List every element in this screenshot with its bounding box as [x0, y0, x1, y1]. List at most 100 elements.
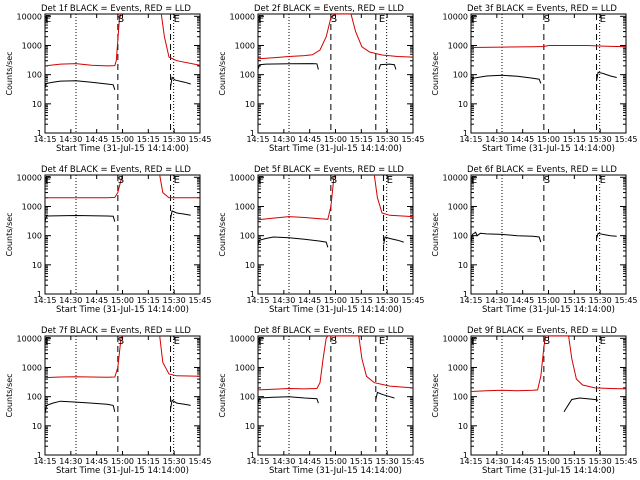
y-tick-label: 1000: [448, 202, 468, 211]
events-series-line: [258, 236, 329, 248]
y-tick-label: 100: [240, 232, 255, 241]
chart-title: Det 2f BLACK = Events, RED = LLD: [254, 4, 404, 14]
y-tick-label: 1000: [448, 41, 468, 50]
x-tick-label: 14:45: [298, 457, 321, 466]
lld-series-line: [159, 336, 200, 377]
segment-marker-label: S: [331, 175, 337, 186]
x-tick-label: 15:30: [163, 135, 186, 144]
y-tick-label: 1: [37, 290, 42, 299]
lld-series-line: [45, 175, 123, 199]
y-tick-label: 1: [463, 451, 468, 460]
x-tick-label: 14:45: [85, 135, 108, 144]
x-tick-label: 14:30: [485, 296, 508, 305]
x-tick-label: 15:00: [324, 457, 347, 466]
events-series-line: [378, 63, 397, 70]
segment-marker-label: E: [387, 175, 393, 186]
x-tick-label: 14:30: [272, 135, 295, 144]
segment-marker-label: S: [118, 175, 124, 186]
plot-frame: [257, 335, 414, 456]
x-tick-label: 15:30: [589, 296, 612, 305]
segment-marker-label: E: [600, 175, 606, 186]
y-tick-label: 10: [245, 422, 255, 431]
x-tick-label: 14:15: [246, 296, 269, 305]
events-series-line: [170, 76, 191, 87]
y-tick-label: 1: [463, 129, 468, 138]
y-axis-label: Counts/sec: [5, 212, 14, 256]
plot-frame: [44, 174, 201, 295]
x-tick-label: 14:15: [246, 135, 269, 144]
x-tick-label: 15:00: [537, 457, 560, 466]
events-series-line: [45, 400, 116, 415]
segment-marker-label: S: [331, 336, 337, 347]
x-tick-label: 15:00: [324, 135, 347, 144]
x-tick-label: 14:15: [33, 135, 56, 144]
chart-panel-5: 14:15 14:30 14:45 15:00 15:15 15:30 15:45 1 10 10…: [218, 165, 425, 315]
segment-marker-label: E: [174, 14, 180, 25]
y-tick-label: 10000: [443, 12, 468, 21]
x-tick-label: 15:15: [350, 457, 373, 466]
x-tick-label: 14:45: [511, 457, 534, 466]
y-tick-label: 10: [458, 261, 468, 270]
x-tick-label: 14:15: [459, 457, 482, 466]
x-axis-label: Start Time (31-Jul-15 14:14:00): [269, 144, 402, 154]
segment-marker-label: E: [174, 175, 180, 186]
x-tick-label: 15:45: [614, 457, 637, 466]
events-series-line: [258, 63, 319, 70]
y-tick-label: 1000: [235, 363, 255, 372]
lld-series-line: [45, 14, 122, 67]
x-tick-label: 15:45: [401, 296, 424, 305]
events-series-line: [45, 80, 116, 91]
x-tick-label: 15:00: [111, 457, 134, 466]
segment-marker-label: E: [258, 175, 264, 186]
y-tick-label: 10: [458, 100, 468, 109]
x-axis-label: Start Time (31-Jul-15 14:14:00): [56, 466, 189, 476]
plot-frame: [257, 13, 414, 134]
events-series-line: [596, 71, 617, 82]
y-tick-label: 1: [250, 129, 255, 138]
x-tick-label: 14:15: [33, 296, 56, 305]
chart-panel-3: 14:15 14:30 14:45 15:00 15:15 15:30 15:45 1 10 10…: [431, 4, 638, 154]
x-tick-label: 14:30: [272, 296, 295, 305]
x-tick-label: 15:00: [537, 296, 560, 305]
y-tick-label: 1000: [448, 363, 468, 372]
y-tick-label: 10000: [443, 334, 468, 343]
x-tick-label: 15:30: [163, 457, 186, 466]
y-tick-label: 100: [453, 393, 468, 402]
segment-marker-label: S: [544, 336, 550, 347]
y-axis-label: Counts/sec: [431, 373, 440, 417]
chart-panel-6: 14:15 14:30 14:45 15:00 15:15 15:30 15:45 1 10 10…: [431, 165, 638, 315]
y-tick-label: 10: [32, 100, 42, 109]
segment-marker-label: E: [258, 14, 264, 25]
x-tick-label: 15:30: [589, 135, 612, 144]
x-tick-label: 15:45: [401, 135, 424, 144]
lld-series-line: [258, 336, 413, 391]
x-tick-label: 14:30: [272, 457, 295, 466]
y-tick-label: 10000: [17, 12, 42, 21]
lld-series-line: [373, 175, 413, 218]
y-tick-label: 100: [27, 232, 42, 241]
events-series-line: [471, 231, 542, 243]
chart-panel-8: 14:15 14:30 14:45 15:00 15:15 15:30 15:45 1 10 10…: [218, 326, 425, 476]
segment-marker-label: E: [174, 336, 180, 347]
x-tick-label: 14:45: [85, 457, 108, 466]
y-axis-label: Counts/sec: [431, 212, 440, 256]
y-tick-label: 10: [458, 422, 468, 431]
x-tick-label: 15:15: [563, 296, 586, 305]
x-tick-label: 15:30: [376, 457, 399, 466]
plot-frame: [44, 13, 201, 134]
events-series-line: [596, 232, 617, 239]
y-tick-label: 10000: [230, 173, 255, 182]
plot-frame: [257, 174, 414, 295]
y-tick-label: 1: [463, 290, 468, 299]
y-tick-label: 100: [240, 393, 255, 402]
y-tick-label: 1000: [235, 41, 255, 50]
chart-title: Det 4f BLACK = Events, RED = LLD: [41, 165, 191, 175]
events-series-line: [471, 74, 542, 84]
x-tick-label: 15:45: [188, 457, 211, 466]
y-tick-label: 1000: [22, 41, 42, 50]
segment-marker-label: E: [379, 14, 385, 25]
plot-frame: [470, 335, 627, 456]
lld-series-line: [160, 14, 200, 66]
x-tick-label: 15:15: [137, 135, 160, 144]
y-tick-label: 1000: [22, 363, 42, 372]
